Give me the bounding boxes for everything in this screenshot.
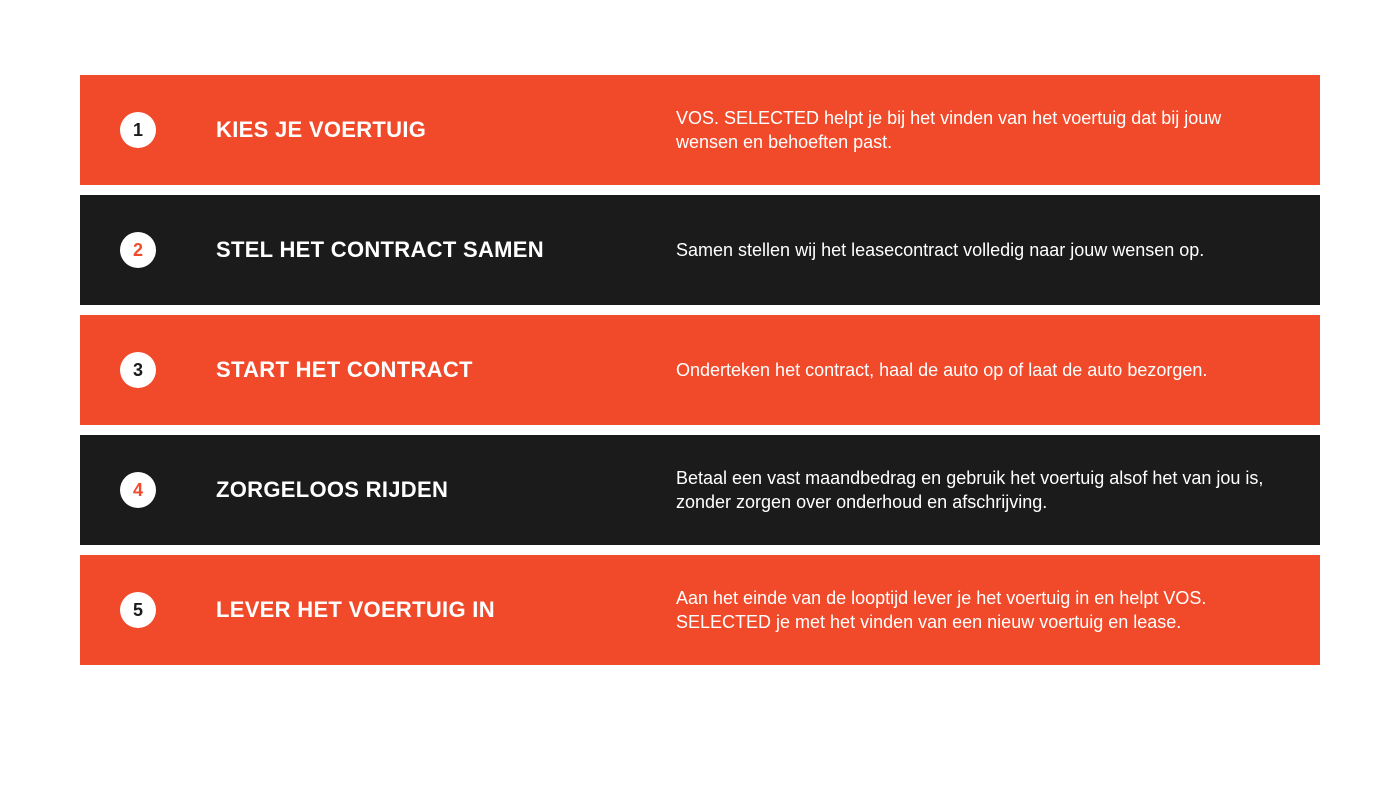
step-description: Onderteken het contract, haal de auto op…	[676, 358, 1280, 382]
step-number-circle: 5	[120, 592, 156, 628]
step-number: 1	[133, 120, 143, 141]
step-row-5: 5 LEVER HET VOERTUIG IN Aan het einde va…	[80, 555, 1320, 665]
step-title: LEVER HET VOERTUIG IN	[216, 597, 676, 623]
steps-infographic: 1 KIES JE VOERTUIG VOS. SELECTED helpt j…	[80, 75, 1320, 665]
step-row-4: 4 ZORGELOOS RIJDEN Betaal een vast maand…	[80, 435, 1320, 545]
step-number: 4	[133, 480, 143, 501]
step-number-circle: 4	[120, 472, 156, 508]
step-number: 5	[133, 600, 143, 621]
step-title: STEL HET CONTRACT SAMEN	[216, 237, 676, 263]
step-number-circle: 3	[120, 352, 156, 388]
step-row-2: 2 STEL HET CONTRACT SAMEN Samen stellen …	[80, 195, 1320, 305]
step-row-3: 3 START HET CONTRACT Onderteken het cont…	[80, 315, 1320, 425]
step-title: ZORGELOOS RIJDEN	[216, 477, 676, 503]
step-number-circle: 2	[120, 232, 156, 268]
step-description: Betaal een vast maandbedrag en gebruik h…	[676, 466, 1280, 515]
step-number: 3	[133, 360, 143, 381]
step-description: VOS. SELECTED helpt je bij het vinden va…	[676, 106, 1280, 155]
step-number-circle: 1	[120, 112, 156, 148]
step-row-1: 1 KIES JE VOERTUIG VOS. SELECTED helpt j…	[80, 75, 1320, 185]
step-title: START HET CONTRACT	[216, 357, 676, 383]
step-title: KIES JE VOERTUIG	[216, 117, 676, 143]
step-description: Samen stellen wij het leasecontract voll…	[676, 238, 1280, 262]
step-description: Aan het einde van de looptijd lever je h…	[676, 586, 1280, 635]
step-number: 2	[133, 240, 143, 261]
